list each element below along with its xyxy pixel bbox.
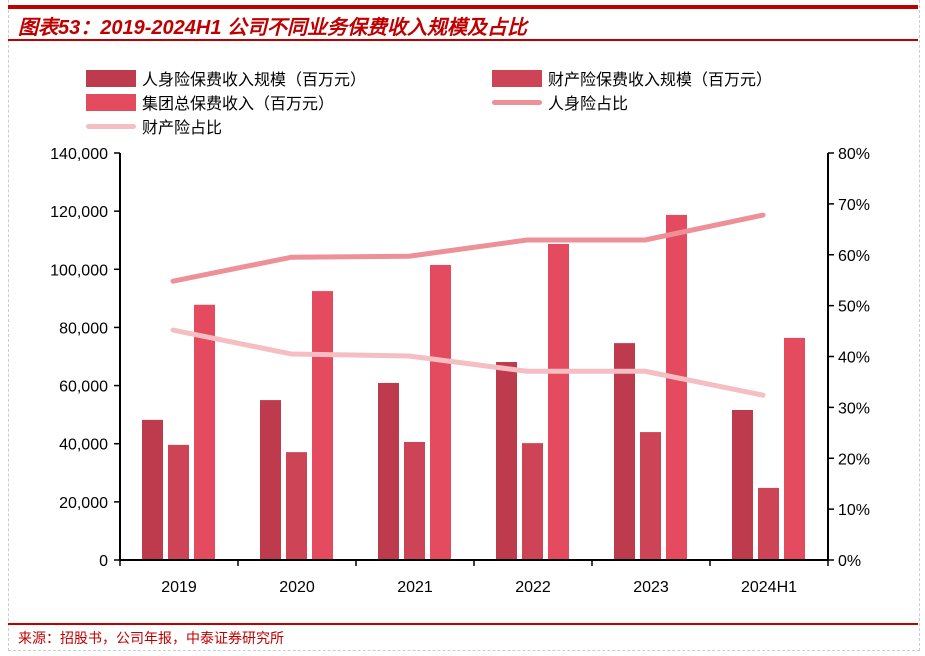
legend-label: 人身险保费收入规模（百万元）: [142, 70, 367, 89]
right-tick-label: 50%: [838, 299, 870, 316]
ratio-line-1: [170, 327, 766, 398]
bar-2021-series-1: [404, 441, 425, 560]
x-tick-label: 2021: [397, 579, 433, 596]
legend-swatch: [86, 93, 136, 111]
legend-label: 财产险占比: [142, 118, 223, 137]
x-tick-label: 2023: [633, 579, 669, 596]
source-note: 来源：招股书，公司年报，中泰证券研究所: [18, 631, 284, 647]
bar-2024H1-series-1: [758, 487, 779, 560]
legend-line: [86, 123, 136, 129]
left-tick-label: 100,000: [50, 262, 108, 279]
legend-item-property-bar: 财产险保费收入规模（百万元）: [492, 66, 772, 90]
left-tick-label: 60,000: [59, 379, 108, 396]
bar-2023-series-1: [640, 432, 661, 560]
frame: [8, 0, 920, 651]
top-rule: [8, 5, 918, 9]
bar-2022-series-0: [496, 362, 517, 560]
title-rule: [8, 39, 918, 41]
bar-2020-series-1: [286, 452, 307, 560]
bar-2023-series-2: [666, 214, 687, 560]
legend-line: [492, 99, 542, 105]
right-tick-label: 80%: [838, 146, 870, 163]
x-tick-label: 2022: [515, 579, 551, 596]
x-tick-label: 2024H1: [741, 579, 797, 596]
left-tick-label: 20,000: [59, 495, 108, 512]
right-tick-label: 10%: [838, 502, 870, 519]
footer-rule: [8, 623, 918, 625]
legend-label: 集团总保费收入（百万元）: [142, 94, 335, 113]
x-tick-label: 2019: [161, 579, 197, 596]
bar-2023-series-0: [614, 343, 635, 560]
right-tick-label: 0%: [838, 553, 861, 570]
legend-item-property-ratio: 财产险占比: [86, 114, 222, 138]
right-tick-label: 60%: [838, 248, 870, 265]
legend-item-life-bar: 人身险保费收入规模（百万元）: [86, 66, 366, 90]
right-tick-label: 30%: [838, 400, 870, 417]
left-tick-label: 120,000: [50, 204, 108, 221]
bar-2021-series-2: [430, 264, 451, 560]
bar-2022-series-2: [548, 243, 569, 560]
bar-2020-series-2: [312, 291, 333, 560]
x-tick-label: 2020: [279, 579, 315, 596]
legend-item-total-bar: 集团总保费收入（百万元）: [86, 90, 334, 114]
left-tick-label: 140,000: [50, 146, 108, 163]
right-tick-label: 20%: [838, 451, 870, 468]
legend-label: 财产险保费收入规模（百万元）: [548, 70, 773, 89]
bar-2020-series-0: [260, 400, 281, 560]
bar-2019-series-0: [142, 419, 163, 560]
bar-2024H1-series-2: [784, 337, 805, 560]
legend-item-life-ratio: 人身险占比: [492, 90, 628, 114]
left-tick-label: 80,000: [59, 320, 108, 337]
bar-2022-series-1: [522, 443, 543, 560]
right-tick-label: 40%: [838, 350, 870, 367]
bar-2021-series-0: [378, 382, 399, 560]
bar-2019-series-1: [168, 444, 189, 560]
left-tick-label: 40,000: [59, 437, 108, 454]
legend-swatch: [492, 69, 542, 87]
bar-2024H1-series-0: [732, 409, 753, 560]
ratio-line-0: [170, 212, 766, 284]
legend-label: 人身险占比: [548, 94, 629, 113]
left-tick-label: 0: [99, 553, 108, 570]
bar-2019-series-2: [194, 304, 215, 560]
legend-swatch: [86, 69, 136, 87]
chart-title: 图表53：2019-2024H1 公司不同业务保费收入规模及占比: [18, 17, 528, 39]
right-tick-label: 70%: [838, 197, 870, 214]
